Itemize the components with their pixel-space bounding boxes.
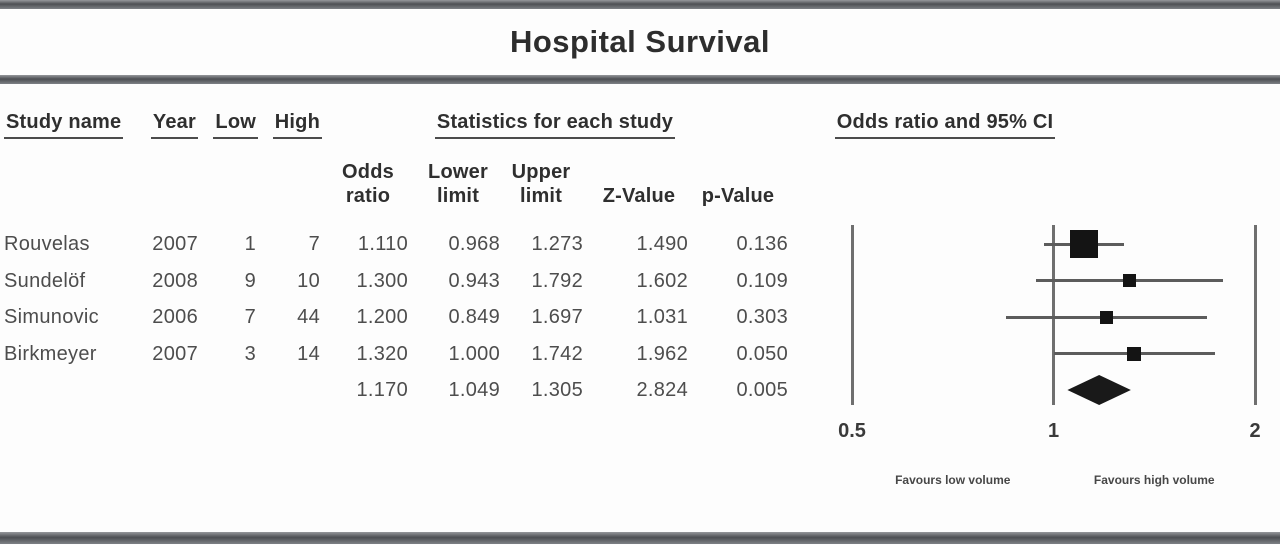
study-row-cell-high: 14 <box>297 342 320 365</box>
study-row-cell-z: 1.490 <box>636 233 688 255</box>
study-row-cell-low: 3 <box>244 342 256 365</box>
study-row-cell-high: 10 <box>297 269 320 292</box>
stat-subheader-upper: Upper limit <box>511 161 571 207</box>
study-row-cell-z: 1.962 <box>636 342 688 365</box>
study-row-cell-year: 2006 <box>152 306 198 328</box>
study-row-cell-low: 1 <box>244 233 256 255</box>
study-row-cell-or: 1.110 <box>357 233 408 255</box>
column-header-odds-ratio-ci: Odds ratio and 95% CI <box>818 111 1072 139</box>
study-row-cell-lower: 0.968 <box>448 233 500 255</box>
study-row-cell-year: 2008 <box>152 269 198 292</box>
column-header-high-label: High <box>272 111 322 139</box>
study-row-cell-or: 1.320 <box>356 342 408 365</box>
reference-line-or-1 <box>1052 225 1055 405</box>
study-row-cell-year: 2007 <box>152 342 198 365</box>
column-header-study-name-label: Study name <box>4 111 124 139</box>
study-row-cell-p: 0.136 <box>736 233 788 255</box>
summary-diamond <box>1067 375 1131 405</box>
column-header-year-label: Year <box>150 111 198 139</box>
summary-row-cell-p: 0.005 <box>736 379 788 401</box>
study-row-cell-z: 1.602 <box>636 269 688 292</box>
study-row-cell-p: 0.050 <box>736 342 788 365</box>
column-header-statistics-label: Statistics for each study <box>434 111 676 139</box>
point-estimate-Sundelöf <box>1123 274 1137 287</box>
study-row-cell-upper: 1.742 <box>531 342 583 365</box>
study-row-cell-low: 7 <box>244 306 256 328</box>
plot-left-boundary-line <box>850 225 854 405</box>
column-header-odds-ratio-ci-label: Odds ratio and 95% CI <box>834 111 1056 139</box>
column-header-statistics: Statistics for each study <box>428 111 682 139</box>
stat-subheader-lower: Lower limit <box>428 161 488 207</box>
stat-subheader-p: p-Value <box>701 185 775 207</box>
axis-tick-label-2: 2 <box>1249 420 1261 442</box>
study-row-cell-high: 7 <box>308 233 320 255</box>
point-estimate-Rouvelas <box>1069 230 1098 258</box>
column-header-study-name: Study name <box>4 111 124 139</box>
favours-low-volume-label: Favours low volume <box>895 473 1011 487</box>
axis-tick-label-1: 1 <box>1047 420 1060 442</box>
study-row-cell-lower: 1.000 <box>448 342 500 365</box>
study-row-cell-z: 1.031 <box>636 306 688 328</box>
title-bottom-rule <box>0 75 1280 84</box>
study-row-cell-p: 0.109 <box>736 269 788 292</box>
study-row-cell-year: 2007 <box>152 233 198 255</box>
axis-tick-label-0.5: 0.5 <box>838 420 866 442</box>
study-row-cell-study: Sundelöf <box>4 269 86 292</box>
figure-title: Hospital Survival <box>509 24 771 59</box>
stat-subheader-or: Odds ratio <box>342 161 394 207</box>
study-row-cell-high: 44 <box>297 306 320 328</box>
study-row-cell-upper: 1.792 <box>531 269 583 292</box>
column-header-low-label: Low <box>213 111 258 139</box>
study-row-cell-lower: 0.849 <box>448 306 500 328</box>
column-header-year: Year <box>140 111 198 139</box>
point-estimate-Birkmeyer <box>1127 346 1142 361</box>
plot-right-boundary-line <box>1253 225 1257 405</box>
top-rule <box>0 0 1280 9</box>
column-header-low: Low <box>204 111 258 139</box>
study-row-cell-upper: 1.273 <box>531 233 583 255</box>
summary-row-cell-upper: 1.305 <box>531 379 583 401</box>
study-row-cell-p: 0.303 <box>736 306 788 328</box>
bottom-rule <box>0 532 1280 544</box>
summary-row-cell-or: 1.170 <box>356 379 408 401</box>
summary-row-cell-z: 2.824 <box>636 379 688 401</box>
point-estimate-Simunovic <box>1100 310 1113 324</box>
column-header-high: High <box>262 111 322 139</box>
study-row-cell-study: Rouvelas <box>4 233 90 255</box>
study-row-cell-upper: 1.697 <box>531 306 583 328</box>
stat-subheader-z: Z-Value <box>602 185 676 207</box>
favours-high-volume-label: Favours high volume <box>1093 473 1215 487</box>
study-row-cell-or: 1.200 <box>356 306 408 328</box>
study-row-cell-or: 1.300 <box>356 269 408 292</box>
study-row-cell-low: 9 <box>244 269 256 292</box>
summary-row-cell-lower: 1.049 <box>448 379 500 401</box>
study-row-cell-study: Simunovic <box>4 306 99 328</box>
study-row-cell-study: Birkmeyer <box>4 342 97 365</box>
study-row-cell-lower: 0.943 <box>448 269 500 292</box>
